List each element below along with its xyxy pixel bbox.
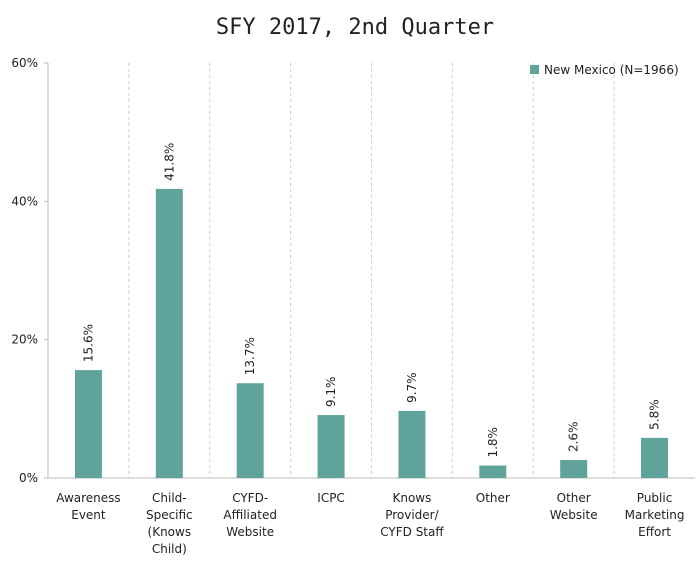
x-tick-line: Public xyxy=(637,491,673,505)
bar xyxy=(74,370,102,478)
bar xyxy=(317,415,345,478)
x-tick-label: Knows Provider/CYFD Staff xyxy=(380,491,444,539)
bar xyxy=(236,383,264,478)
x-tick-line: ICPC xyxy=(317,491,345,505)
y-tick-label: 40% xyxy=(11,194,38,208)
data-label: 13.7% xyxy=(243,337,257,375)
x-tick-line: Website xyxy=(550,508,598,522)
data-label: 2.6% xyxy=(567,422,581,453)
x-tick-line: Marketing xyxy=(625,508,685,522)
x-tick-label: CYFD- Affiliated Website xyxy=(223,491,277,539)
x-tick-line: (Knows xyxy=(148,525,192,539)
data-label: 15.6% xyxy=(81,324,95,362)
bar xyxy=(479,465,507,478)
x-tick-line: Other xyxy=(557,491,591,505)
x-tick-line: CYFD Staff xyxy=(380,525,444,539)
x-tick-label: ICPC xyxy=(317,491,345,505)
x-tick-label: Child- Specific (Knows Child) xyxy=(146,491,193,556)
x-tick-label: Public Marketing Effort xyxy=(625,491,685,539)
x-tick-label: Other Website xyxy=(550,491,598,522)
bar xyxy=(560,460,588,478)
x-tick-line: Website xyxy=(226,525,274,539)
x-tick-label: Awareness Event xyxy=(56,491,120,522)
bar xyxy=(641,437,669,478)
legend-swatch xyxy=(530,65,539,74)
x-tick-line: CYFD- xyxy=(232,491,268,505)
legend-label: New Mexico (N=1966) xyxy=(544,63,679,77)
data-label: 9.7% xyxy=(405,372,419,403)
data-label: 1.8% xyxy=(486,427,500,458)
y-tick-label: 60% xyxy=(11,56,38,70)
x-tick-line: Knows xyxy=(392,491,431,505)
x-tick-line: Effort xyxy=(638,525,671,539)
bar xyxy=(398,410,426,478)
data-label: 9.1% xyxy=(324,377,338,408)
x-tick-line: Affiliated xyxy=(223,508,277,522)
y-tick-label: 20% xyxy=(11,333,38,347)
x-tick-line: Awareness xyxy=(56,491,120,505)
x-tick-line: Child- xyxy=(152,491,187,505)
x-tick-line: Other xyxy=(476,491,510,505)
bar xyxy=(155,188,183,478)
y-tick-label: 0% xyxy=(19,471,38,485)
data-label: 41.8% xyxy=(162,143,176,181)
chart-title: SFY 2017, 2nd Quarter xyxy=(216,15,494,40)
x-tick-line: Specific xyxy=(146,508,193,522)
x-tick-line: Provider/ xyxy=(385,508,439,522)
x-tick-line: Event xyxy=(71,508,106,522)
x-tick-line: Child) xyxy=(152,542,187,556)
x-tick-label: Other xyxy=(476,491,510,505)
data-label: 5.8% xyxy=(648,399,662,430)
